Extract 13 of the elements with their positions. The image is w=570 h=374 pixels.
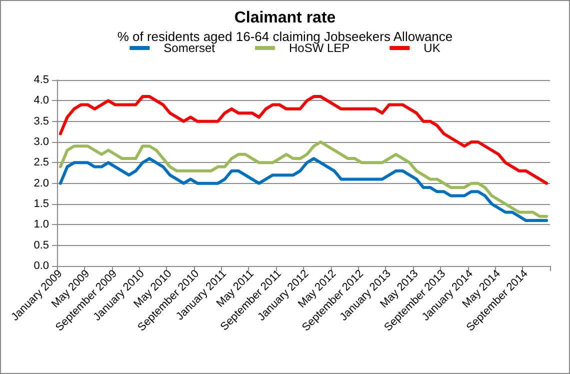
y-tick-label: 0.5 (34, 239, 49, 252)
chart-title: Claimant rate (234, 10, 336, 26)
y-tick-label: 1.0 (34, 218, 49, 231)
y-tick-label: 0.0 (34, 260, 49, 272)
y-tick-label: 2.5 (34, 156, 49, 169)
y-tick-label: 4.5 (34, 74, 49, 86)
legend-label: UK (424, 41, 440, 55)
y-tick-label: 4.0 (34, 94, 49, 107)
y-tick-label: 2.0 (34, 177, 49, 190)
y-tick-label: 1.5 (34, 198, 49, 210)
y-tick-label: 3.0 (34, 136, 49, 148)
y-tick-label: 3.5 (34, 115, 49, 128)
chart-subtitle: % of residents aged 16-64 claiming Jobseekers Allowance (117, 29, 453, 44)
